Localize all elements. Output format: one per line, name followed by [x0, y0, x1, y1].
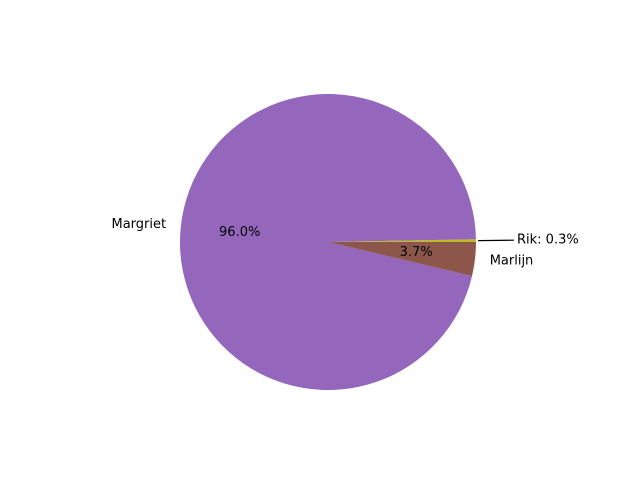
pie-slice-margriet [179, 94, 476, 391]
pie-slice-rik [328, 239, 476, 242]
slice-label-margriet: Margriet [111, 217, 166, 232]
pie-labels: Rik: 0.3% Margriet 96.0% Marlijn 3.7% [111, 217, 578, 268]
slice-label-marlijn: Marlijn [490, 253, 534, 268]
pie-slices [179, 94, 476, 391]
slice-pct-margriet: 96.0% [219, 225, 260, 240]
pie-slice-marlijn [328, 242, 476, 277]
callout-label-rik: Rik: 0.3% [517, 233, 579, 248]
slice-pct-marlijn: 3.7% [400, 245, 433, 260]
